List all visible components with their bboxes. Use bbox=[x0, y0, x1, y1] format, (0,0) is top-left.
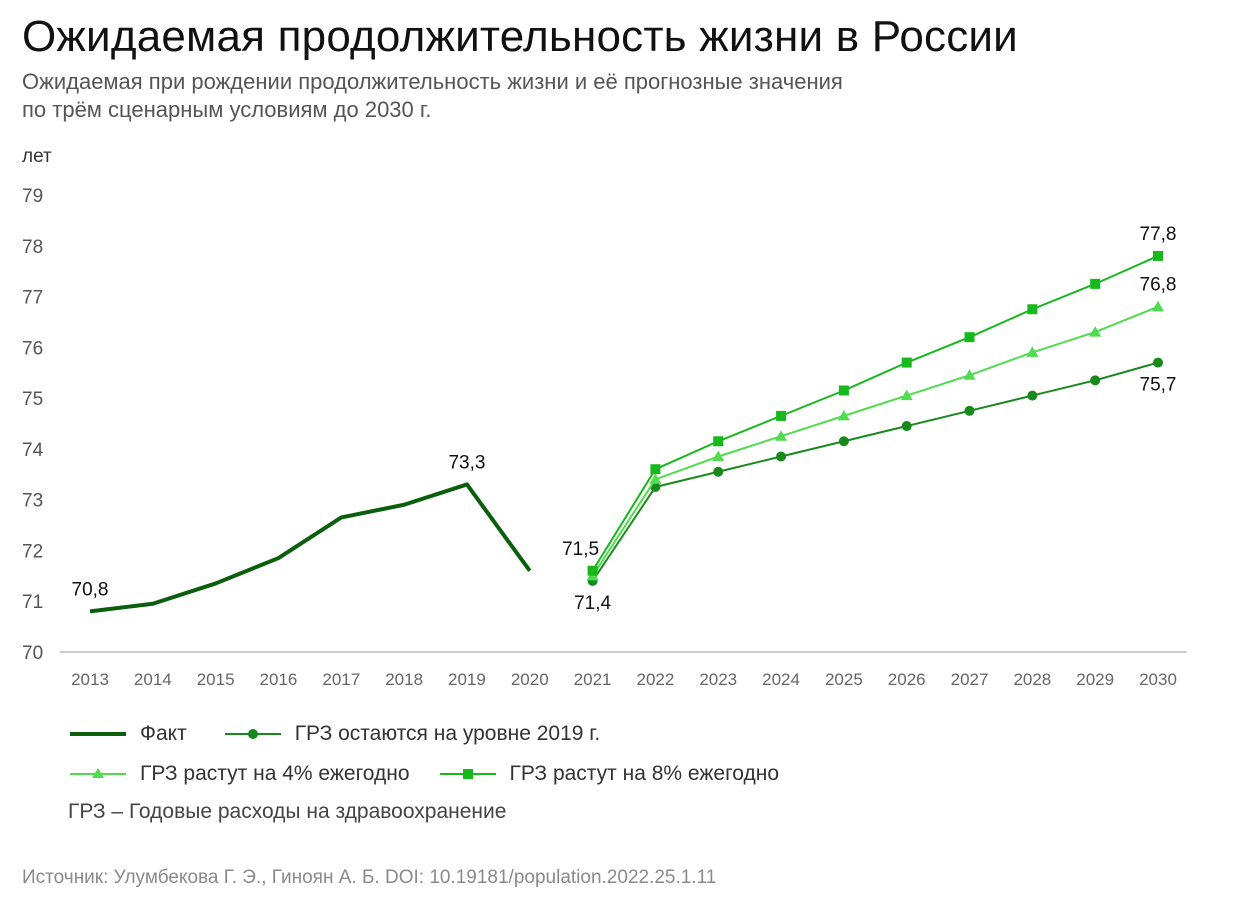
x-tick-label: 2027 bbox=[951, 670, 989, 689]
legend-item-8pct: ГРЗ растут на 8% ежегодно bbox=[438, 762, 780, 786]
data-point-circle bbox=[901, 421, 912, 432]
x-tick-label: 2025 bbox=[825, 670, 863, 689]
x-tick-label: 2019 bbox=[448, 670, 486, 689]
y-tick-label: 76 bbox=[22, 338, 43, 359]
data-label: 76,8 bbox=[1140, 275, 1177, 296]
series-2 bbox=[587, 357, 1163, 586]
legend-row-1: Факт ГРЗ остаются на уровне 2019 г. bbox=[68, 722, 628, 746]
y-tick-label: 70 bbox=[22, 643, 43, 664]
subtitle-line-1: Ожидаемая при рождении продолжительность… bbox=[22, 69, 843, 94]
legend-label-8pct: ГРЗ растут на 8% ежегодно bbox=[509, 762, 780, 785]
legend-label-2019: ГРЗ остаются на уровне 2019 г. bbox=[294, 722, 601, 745]
data-point-square bbox=[838, 385, 849, 396]
legend-label-fact: Факт bbox=[140, 722, 187, 745]
data-point-square bbox=[1090, 278, 1101, 289]
data-point-circle bbox=[838, 436, 849, 447]
legend-line-fact-icon bbox=[70, 732, 126, 736]
data-point-triangle bbox=[963, 369, 976, 380]
x-tick-label: 2024 bbox=[762, 670, 800, 689]
x-tick-label: 2026 bbox=[888, 670, 926, 689]
data-point-triangle bbox=[775, 430, 788, 441]
data-point-square bbox=[587, 565, 598, 576]
legend-square-marker-icon bbox=[439, 769, 496, 779]
series-line bbox=[591, 255, 1159, 572]
data-point-triangle bbox=[1089, 326, 1102, 337]
x-tick-label: 2015 bbox=[197, 670, 235, 689]
y-unit-label: лет bbox=[22, 146, 52, 167]
data-point-triangle bbox=[1152, 300, 1164, 312]
x-tick-label: 2016 bbox=[260, 670, 298, 689]
data-point-triangle bbox=[649, 473, 662, 484]
x-tick-label: 2013 bbox=[71, 670, 109, 689]
chart-subtitle: Ожидаемая при рождении продолжительность… bbox=[22, 68, 1022, 124]
legend-item-fact: Факт bbox=[68, 722, 187, 746]
data-label: 73,3 bbox=[448, 452, 485, 473]
x-tick-label: 2014 bbox=[134, 670, 172, 689]
x-tick-label: 2029 bbox=[1076, 670, 1114, 689]
data-point-triangle bbox=[837, 409, 850, 421]
data-point-circle bbox=[1027, 390, 1038, 401]
y-tick-label: 75 bbox=[22, 389, 43, 410]
legend-row-2: ГРЗ растут на 4% ежегодно ГРЗ растут на … bbox=[68, 762, 807, 786]
data-label: 71,5 bbox=[562, 539, 599, 560]
data-point-square bbox=[776, 410, 787, 421]
subtitle-line-2: по трём сценарным условиям до 2030 г. bbox=[22, 97, 432, 122]
y-axis-ticks: 70 71 72 73 74 75 76 77 78 79 bbox=[22, 186, 44, 664]
x-tick-label: 2023 bbox=[699, 670, 737, 689]
y-tick-label: 77 bbox=[22, 288, 43, 309]
y-tick-label: 74 bbox=[22, 440, 44, 461]
series-line bbox=[591, 361, 1159, 582]
data-point-square bbox=[1027, 304, 1038, 315]
data-point-square bbox=[713, 436, 724, 447]
x-tick-label: 2017 bbox=[322, 670, 360, 689]
data-point-triangle bbox=[1026, 346, 1039, 357]
y-tick-label: 79 bbox=[22, 186, 43, 207]
series-layer bbox=[89, 250, 1164, 614]
series-4 bbox=[587, 250, 1163, 576]
data-point-circle bbox=[1090, 375, 1101, 386]
x-tick-label: 2022 bbox=[636, 670, 674, 689]
legend-label-4pct: ГРЗ растут на 4% ежегодно bbox=[140, 762, 410, 785]
data-point-triangle bbox=[900, 389, 913, 401]
x-tick-label: 2030 bbox=[1139, 670, 1177, 689]
chart-title: Ожидаемая продолжительность жизни в Росс… bbox=[22, 12, 1018, 61]
y-tick-label: 71 bbox=[22, 592, 43, 613]
data-point-square bbox=[650, 464, 661, 475]
data-point-circle bbox=[776, 451, 787, 462]
data-point-circle bbox=[713, 466, 724, 477]
source-note: Источник: Улумбекова Г. Э., Гиноян А. Б.… bbox=[22, 867, 717, 888]
legend-triangle-marker-icon bbox=[70, 768, 126, 778]
series-line bbox=[89, 482, 532, 614]
x-tick-label: 2020 bbox=[511, 670, 549, 689]
x-tick-label: 2018 bbox=[385, 670, 423, 689]
data-label: 71,4 bbox=[574, 593, 611, 614]
data-point-square bbox=[1153, 250, 1163, 261]
data-point-circle bbox=[1153, 357, 1163, 368]
data-label: 77,8 bbox=[1140, 224, 1177, 245]
data-point-circle bbox=[964, 405, 975, 416]
x-tick-label: 2021 bbox=[574, 670, 612, 689]
data-point-square bbox=[901, 357, 912, 368]
y-tick-label: 73 bbox=[22, 491, 43, 512]
data-label: 70,8 bbox=[72, 579, 109, 600]
data-label: 75,7 bbox=[1140, 375, 1177, 396]
x-axis-ticks: 2013 2014 2015 2016 2017 2018 2019 2020 2021 2022… bbox=[71, 670, 1177, 689]
y-tick-label: 72 bbox=[22, 541, 43, 562]
series-1 bbox=[89, 482, 532, 614]
legend-item-4pct: ГРЗ растут на 4% ежегодно bbox=[68, 762, 410, 786]
legend-circle-marker-icon bbox=[224, 729, 281, 739]
legend-item-2019: ГРЗ остаются на уровне 2019 г. bbox=[223, 722, 601, 746]
x-tick-label: 2028 bbox=[1013, 670, 1051, 689]
series-line bbox=[591, 305, 1159, 577]
data-point-square bbox=[964, 332, 975, 343]
annotations-layer: 70,8 73,3 71,5 71,4 77,8 76,8 75,7 bbox=[72, 224, 1177, 614]
abbreviation-note: ГРЗ – Годовые расходы на здравоохранение bbox=[68, 800, 507, 823]
series-3 bbox=[586, 300, 1164, 581]
data-point-triangle bbox=[712, 450, 725, 462]
y-tick-label: 78 bbox=[22, 237, 43, 258]
